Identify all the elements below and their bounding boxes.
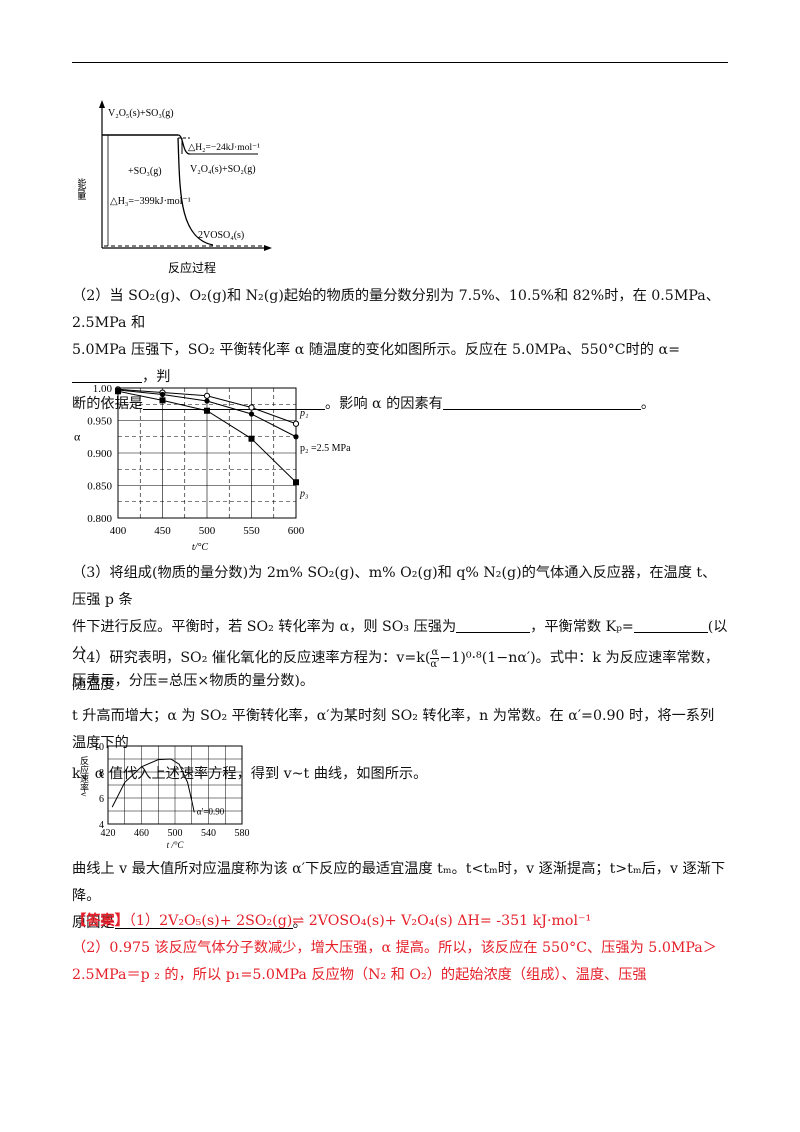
answer-blank[interactable] — [456, 618, 531, 633]
answer-tag: 【答案】 — [72, 913, 129, 929]
rate-curve — [111, 758, 195, 813]
header-rule — [72, 62, 728, 63]
energy-x-label: 反应过程 — [168, 260, 216, 275]
q2-line3: 断的依据是 。影响 α 的因素有。 — [72, 395, 656, 412]
plot-frame — [117, 387, 297, 519]
q2-line1: （2）当 SO₂(g)、O₂(g)和 N₂(g)起始的物质的量分数分别为 7.5… — [72, 288, 720, 331]
q2-paragraph: （2）当 SO₂(g)、O₂(g)和 N₂(g)起始的物质的量分数分别为 7.5… — [72, 283, 728, 418]
data-point — [159, 391, 166, 398]
series-label: p₁ — [299, 408, 308, 419]
q3-line1: （3）将组成(物质的量分数)为 2m% SO₂(g)、m% O₂(g)和 q% … — [72, 565, 717, 608]
q4-line3: k、α 值代入上述速率方程，得到 v~t 曲线，如图所示。 — [72, 766, 428, 782]
energy-state-top: V₂O₅(s)+SO₃(g) — [108, 108, 174, 119]
answer-line1: 【答案】（1）2V₂O₅(s)+ 2SO₂(g)⇌ 2VOSO₄(s)+ V₂O… — [72, 913, 592, 929]
alpha-fraction: α α′ — [430, 646, 440, 670]
alpha-chart: 400 450 500 550 600 1.00 0.950 0.900 0.850 0.800 t… — [74, 383, 351, 553]
x-axis-label: t /°C — [167, 840, 185, 850]
q3-line2: 件下进行反应。平衡时，若 SO₂ 转化率为 α，则 SO₃ 压强为 ，平衡常数 K… — [72, 618, 728, 662]
data-point — [293, 479, 299, 486]
energy-dh2: △H₂=−24kJ·mol⁻¹ — [188, 143, 260, 153]
answer-line2: （2）0.975 该反应气体分子数减少，增大压强，α 提高。所以，该反应在 55… — [72, 940, 717, 956]
y-tick-label: 0.900 — [87, 448, 112, 460]
energy-state-left: +SO₃(g) — [128, 166, 162, 177]
q4-end-line1: 曲线上 v 最大值所对应温度称为该 α′下反应的最适宜温度 tₘ。t<tₘ时，v… — [72, 861, 726, 904]
plot-frame — [107, 745, 243, 825]
answer-line3: 2.5MPa＝p ₂ 的，所以 p₁=5.0MPa 反应物（N₂ 和 O₂）的起… — [72, 967, 647, 983]
x-tick-label: 580 — [235, 828, 250, 839]
y-tick-label: 8 — [99, 768, 104, 779]
q2-line2: 5.0MPa 压强下，SO₂ 平衡转化率 α 随温度的变化如图所示。反应在 5.… — [72, 342, 680, 385]
x-tick-label: 400 — [110, 525, 127, 537]
answer-blank[interactable] — [72, 368, 142, 383]
data-point — [248, 404, 255, 411]
y-tick-label: 0.850 — [87, 481, 112, 493]
x-axis-label: t/°C — [192, 542, 209, 553]
data-point — [248, 411, 255, 417]
q4-end-paragraph: 曲线上 v 最大值所对应温度称为该 α′下反应的最适宜温度 tₘ。t<tₘ时，v… — [72, 856, 728, 937]
q4-end-line2: 原因是。 — [72, 914, 307, 931]
data-point — [204, 398, 210, 404]
x-tick-label: 500 — [168, 828, 183, 839]
answer-blank[interactable] — [114, 914, 293, 929]
q4-paragraph: （4）研究表明，SO₂ 催化氧化的反应速率方程为：v=k(α α′ −1)⁰·⁸(1… — [72, 645, 728, 788]
energy-y-label: 能量 — [78, 177, 87, 200]
data-point — [159, 397, 166, 404]
q3-line3: 压表示，分压=总压×物质的量分数)。 — [72, 673, 315, 689]
answer-blank[interactable] — [633, 618, 708, 633]
y-axis-label: α — [74, 430, 81, 444]
data-point — [204, 407, 210, 414]
data-point — [203, 392, 211, 399]
y-tick-label: 1.00 — [93, 383, 113, 395]
x-tick-label: 600 — [288, 525, 305, 537]
y-tick-label: 6 — [99, 794, 104, 805]
x-tick-label: 450 — [154, 525, 171, 537]
series-label: p₂ =2.5 MPa — [300, 443, 351, 454]
energy-state-mid: V₂O₄(s)+SO₂(g) — [190, 164, 256, 175]
data-point — [248, 435, 255, 442]
q3-paragraph: （3）将组成(物质的量分数)为 2m% SO₂(g)、m% O₂(g)和 q% … — [72, 560, 728, 695]
x-tick-label: 550 — [243, 525, 260, 537]
x-tick-label: 420 — [101, 828, 116, 839]
y-tick-label: 0.800 — [87, 513, 112, 525]
x-tick-label: 460 — [134, 828, 149, 839]
x-tick-label: 500 — [199, 525, 216, 537]
answer-blank[interactable] — [142, 395, 325, 410]
y-tick-label: 4 — [99, 820, 104, 831]
q4-line1: （4）研究表明，SO₂ 催化氧化的反应速率方程为：v=k(α α′ −1)⁰·⁸(1… — [72, 646, 720, 694]
data-point — [292, 420, 300, 427]
data-point — [293, 434, 299, 440]
energy-diagram: V₂O₅(s)+SO₃(g) △H₂=−24kJ·mol⁻¹ V₂O₄(s)+S… — [78, 100, 272, 275]
answer-blank[interactable] — [442, 395, 641, 410]
rate-chart: 420 460 500 540 580 10 8 6 4 t /°C 反应速率v α′=0.90 — [80, 742, 250, 850]
energy-dh3: △H₃=−399kJ·mol⁻¹ — [110, 196, 191, 207]
energy-state-bottom: 2VOSO₄(s) — [198, 230, 244, 241]
curve-annotation: α′=0.90 — [197, 806, 225, 816]
data-point — [115, 388, 121, 395]
q4-line2: t 升高而增大；α 为 SO₂ 平衡转化率，α′为某时刻 SO₂ 转化率，n 为… — [72, 708, 715, 751]
answer-block: 【答案】（1）2V₂O₅(s)+ 2SO₂(g)⇌ 2VOSO₄(s)+ V₂O… — [72, 908, 728, 989]
y-tick-label: 0.950 — [87, 416, 112, 428]
y-axis-label: 反应速率v — [80, 756, 89, 797]
x-tick-label: 540 — [201, 828, 216, 839]
y-tick-label: 10 — [94, 742, 104, 753]
series-label: p₃ — [299, 488, 309, 499]
